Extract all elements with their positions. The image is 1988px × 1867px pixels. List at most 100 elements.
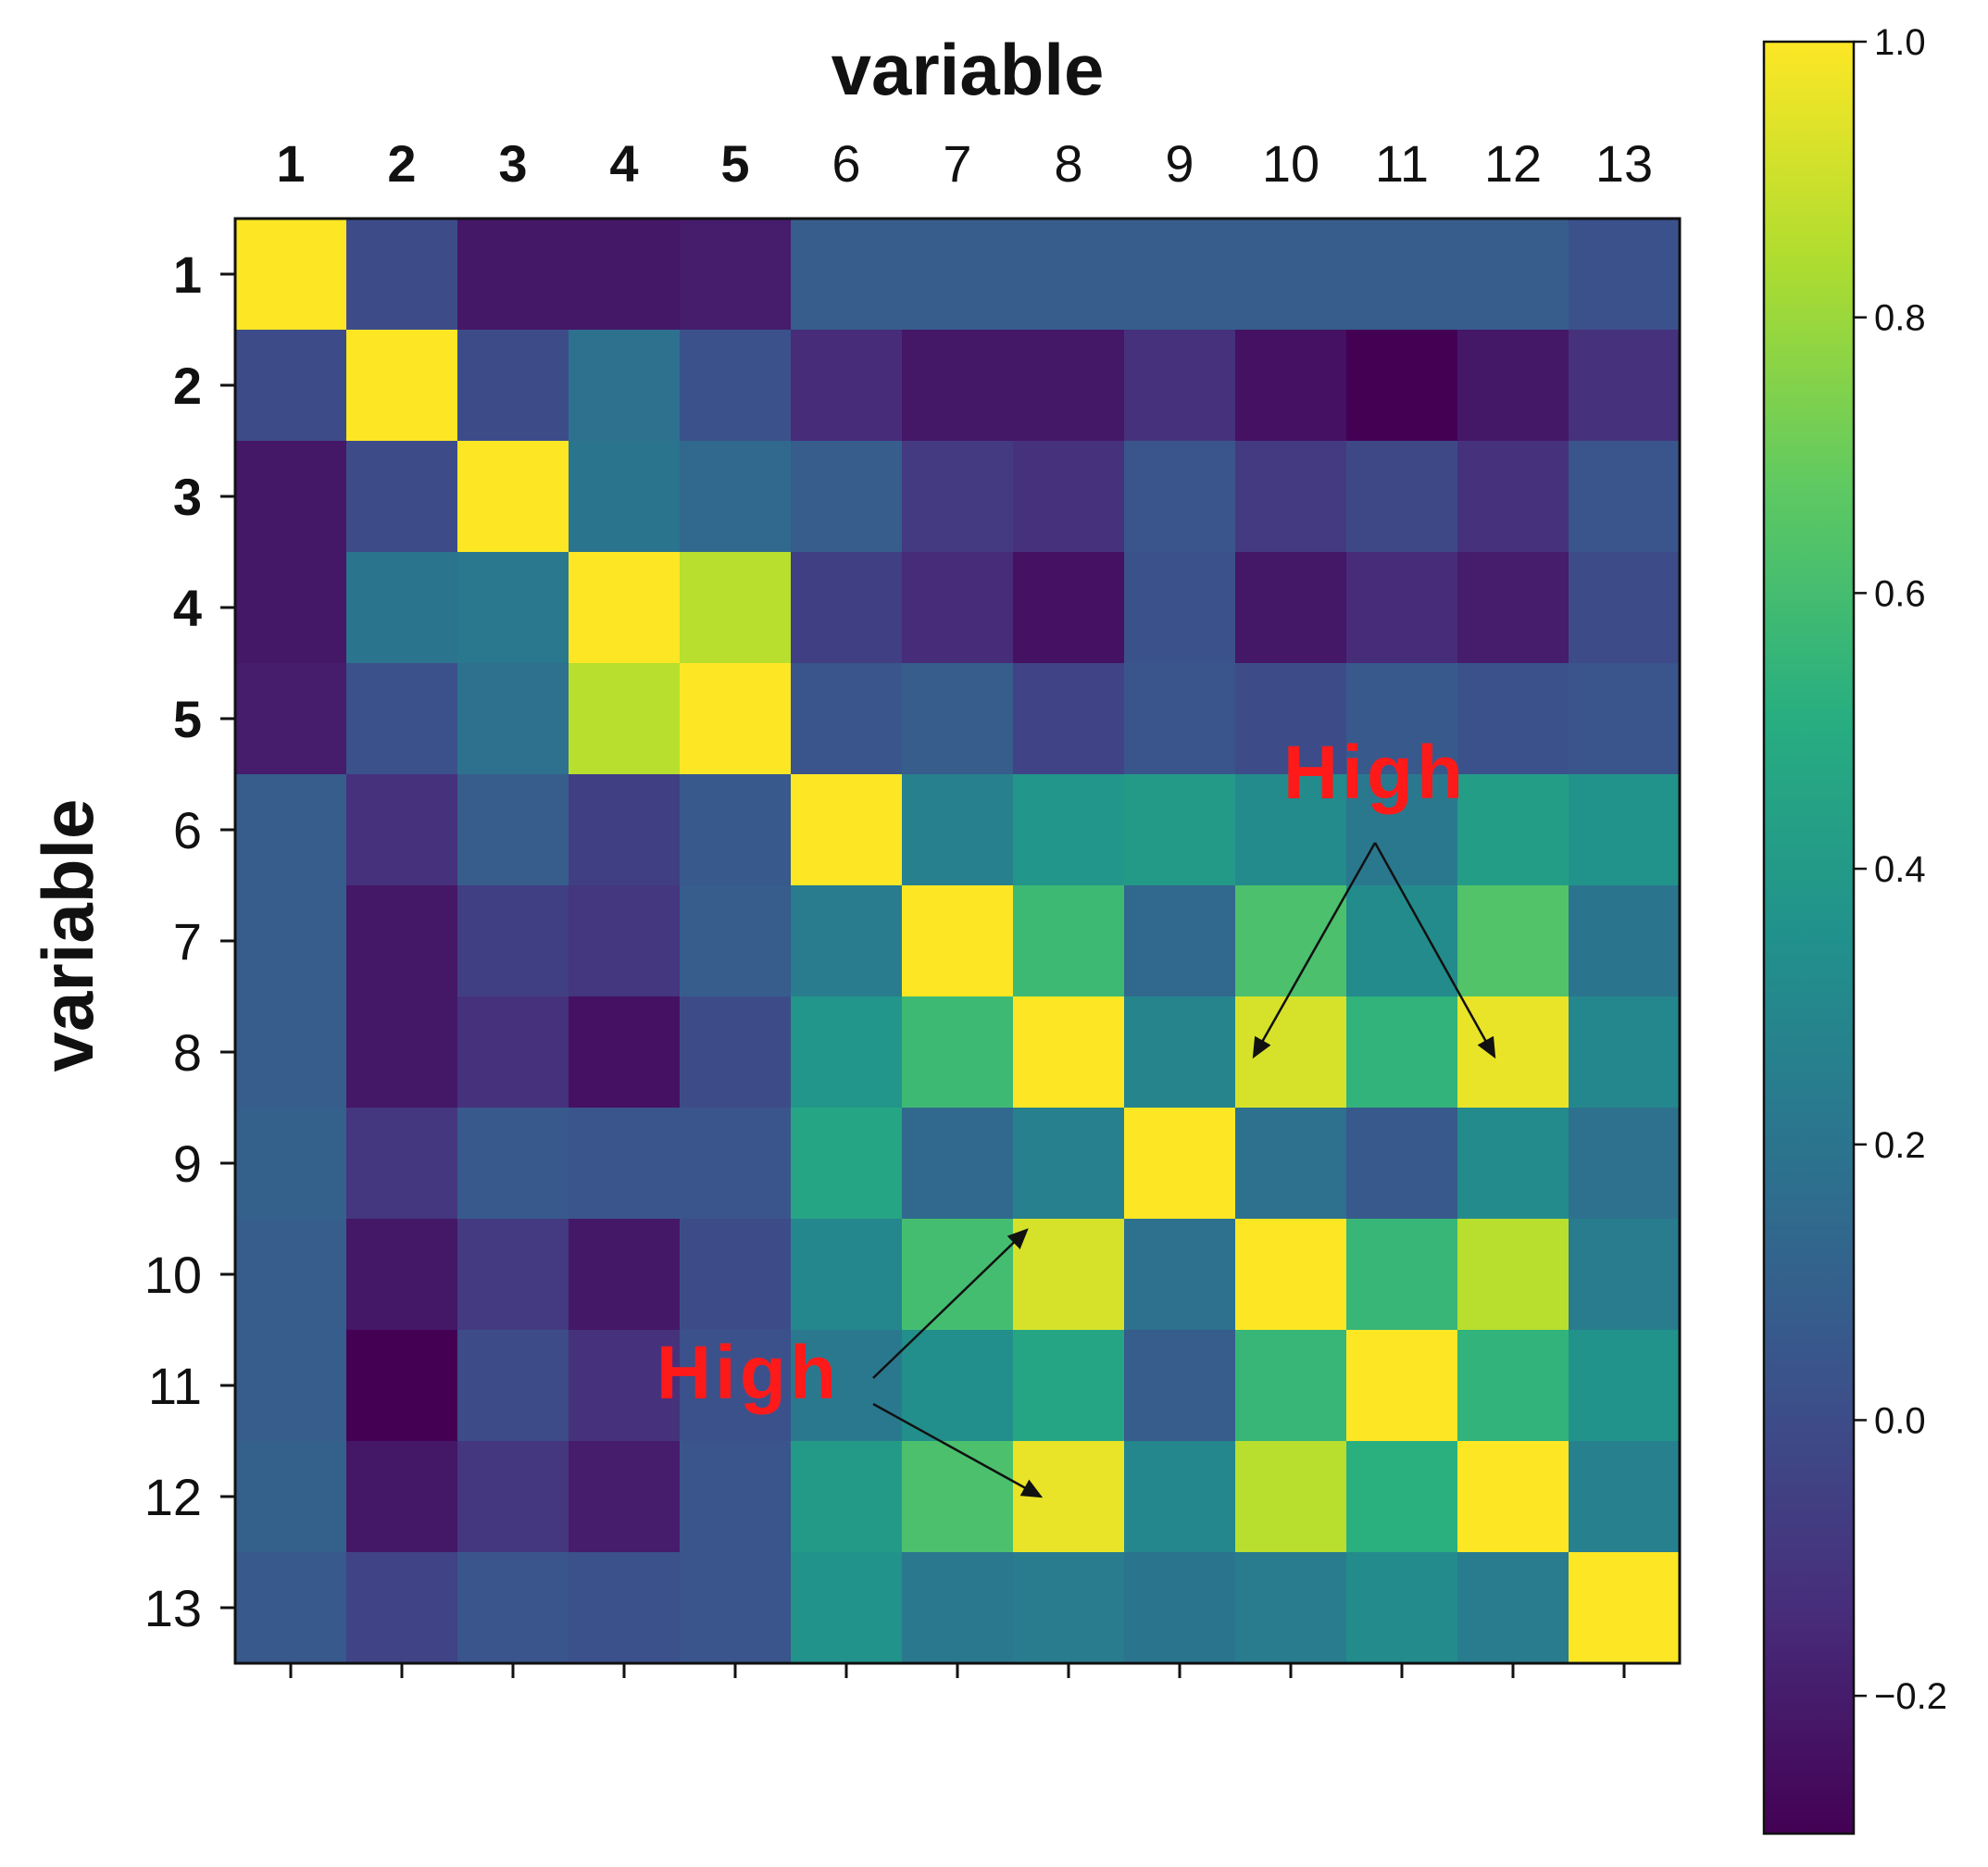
heatmap-cell-r3-c5	[680, 441, 792, 553]
heatmap-cell-r5-c9	[1124, 663, 1236, 775]
heatmap-cell-r5-c1	[235, 663, 347, 775]
heatmap-cell-r8-c8	[1013, 996, 1125, 1109]
heatmap-cell-r11-c4	[569, 1330, 681, 1442]
col-label-4: 4	[609, 134, 638, 193]
heatmap-cell-r3-c7	[902, 441, 1014, 553]
annotation-arrow-2-2	[872, 1402, 1044, 1498]
heatmap-cell-r9-c12	[1457, 1108, 1569, 1220]
heatmap-cell-r2-c2	[346, 330, 458, 442]
heatmap-cell-r5-c12	[1457, 663, 1569, 775]
heatmap-cell-r8-c1	[235, 996, 347, 1109]
heatmap-cell-r12-c4	[569, 1441, 681, 1553]
heatmap-cell-r6-c6	[791, 774, 903, 886]
row-label-11: 11	[148, 1357, 202, 1415]
heatmap-cell-r6-c7	[902, 774, 1014, 886]
heatmap-cell-r2-c10	[1235, 330, 1347, 442]
heatmap-cell-r1-c13	[1569, 219, 1681, 331]
heatmap-cell-r5-c3	[457, 663, 569, 775]
heatmap-cell-r6-c2	[346, 774, 458, 886]
heatmap-cell-r1-c11	[1346, 219, 1458, 331]
heatmap-cell-r10-c9	[1124, 1219, 1236, 1331]
colorbar-ticks: −0.2 0.0 0.2 0.4 0.6 0.8 1.0	[1854, 22, 1947, 1717]
heatmap-cell-r4-c3	[457, 552, 569, 664]
colorbar-tick-label-1: 0.0	[1874, 1400, 1926, 1441]
heatmap-cell-r8-c10	[1235, 996, 1347, 1109]
row-label-1: 1	[173, 245, 202, 304]
heatmap-cell-r11-c7	[902, 1330, 1014, 1442]
annotation-label-2: High	[656, 1331, 840, 1415]
heatmap-cell-r8-c5	[680, 996, 792, 1109]
heatmap-cell-r11-c6	[791, 1330, 903, 1442]
heatmap-cell-r8-c3	[457, 996, 569, 1109]
colorbar-tick-label-3: 0.4	[1874, 849, 1926, 890]
heatmap-cell-r11-c13	[1569, 1330, 1681, 1442]
heatmap-cell-r5-c10	[1235, 663, 1347, 775]
colorbar-tick-label-0: −0.2	[1874, 1676, 1947, 1717]
heatmap-cell-r11-c1	[235, 1330, 347, 1442]
heatmap-cell-r13-c8	[1013, 1552, 1125, 1664]
heatmap-cell-r6-c11	[1346, 774, 1458, 886]
annotation-label-1: High	[1283, 731, 1467, 815]
col-label-1: 1	[276, 134, 305, 193]
heatmap-cell-r8-c11	[1346, 996, 1458, 1109]
heatmap-cell-r9-c9	[1124, 1108, 1236, 1220]
row-label-3: 3	[173, 468, 202, 526]
heatmap-cell-r2-c1	[235, 330, 347, 442]
heatmap-cell-r4-c13	[1569, 552, 1681, 664]
heatmap-cell-r2-c5	[680, 330, 792, 442]
heatmap-cell-r2-c4	[569, 330, 681, 442]
heatmap-cell-r7-c8	[1013, 885, 1125, 997]
col-label-7: 7	[943, 134, 971, 193]
colorbar-tick-label-6: 1.0	[1874, 22, 1926, 63]
heatmap-cell-r8-c2	[346, 996, 458, 1109]
heatmap-cell-r2-c3	[457, 330, 569, 442]
heatmap-cell-r1-c4	[569, 219, 681, 331]
y-axis-label: variable	[27, 799, 108, 1072]
heatmap-cell-r3-c8	[1013, 441, 1125, 553]
colorbar	[1762, 40, 1856, 1836]
heatmap-cell-r2-c12	[1457, 330, 1569, 442]
heatmap-cell-r10-c3	[457, 1219, 569, 1331]
heatmap-cell-r4-c5	[680, 552, 792, 664]
col-label-2: 2	[387, 134, 416, 193]
heatmap-cell-r7-c10	[1235, 885, 1347, 997]
heatmap-cell-r12-c13	[1569, 1441, 1681, 1553]
heatmap-cell-r8-c12	[1457, 996, 1569, 1109]
heatmap-cell-r9-c10	[1235, 1108, 1347, 1220]
heatmap-cell-r13-c13	[1569, 1552, 1681, 1664]
colorbar-tick-label-4: 0.6	[1874, 573, 1926, 614]
heatmap-cell-r7-c9	[1124, 885, 1236, 997]
colorbar-tick-label-2: 0.2	[1874, 1125, 1926, 1166]
column-tick-labels: 1 2 3 4 5 6 7 8 9 10 11 12 13	[276, 134, 1653, 193]
annotation-arrow-1-1	[1252, 842, 1377, 1059]
row-label-5: 5	[173, 690, 202, 748]
col-label-5: 5	[720, 134, 749, 193]
heatmap-cell-r11-c11	[1346, 1330, 1458, 1442]
heatmap-cell-r1-c3	[457, 219, 569, 331]
heatmap-cell-r6-c8	[1013, 774, 1125, 886]
heatmap-cell-r4-c1	[235, 552, 347, 664]
heatmap-cell-r7-c1	[235, 885, 347, 997]
heatmap-cell-r2-c8	[1013, 330, 1125, 442]
heatmap-cell-r4-c10	[1235, 552, 1347, 664]
heatmap-cells	[235, 219, 1681, 1664]
row-label-10: 10	[144, 1246, 202, 1304]
heatmap-cell-r4-c9	[1124, 552, 1236, 664]
heatmap-cell-r12-c11	[1346, 1441, 1458, 1553]
heatmap-cell-r12-c1	[235, 1441, 347, 1553]
heatmap-cell-r3-c10	[1235, 441, 1347, 553]
annotations: High High	[656, 731, 1496, 1498]
chart-title: variable	[831, 29, 1105, 110]
heatmap-cell-r12-c7	[902, 1441, 1014, 1553]
heatmap-cell-r9-c1	[235, 1108, 347, 1220]
row-label-6: 6	[173, 801, 202, 859]
heatmap-cell-r7-c6	[791, 885, 903, 997]
heatmap-cell-r5-c13	[1569, 663, 1681, 775]
heatmap-cell-r10-c2	[346, 1219, 458, 1331]
heatmap-cell-r13-c12	[1457, 1552, 1569, 1664]
heatmap-cell-r10-c13	[1569, 1219, 1681, 1331]
row-label-2: 2	[173, 357, 202, 415]
heatmap-cell-r10-c1	[235, 1219, 347, 1331]
heatmap-cell-r4-c4	[569, 552, 681, 664]
